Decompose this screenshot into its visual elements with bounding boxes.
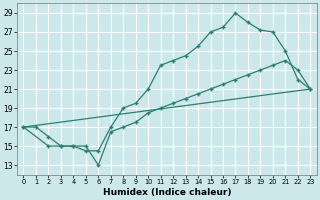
- X-axis label: Humidex (Indice chaleur): Humidex (Indice chaleur): [103, 188, 231, 197]
